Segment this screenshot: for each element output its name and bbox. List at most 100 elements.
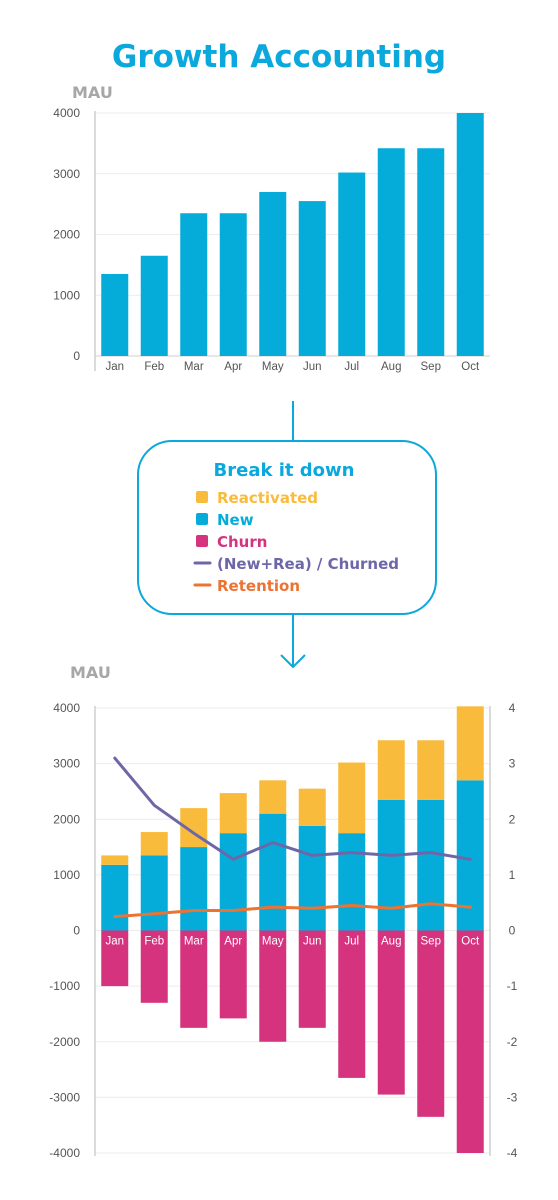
legend-label: New <box>217 511 254 529</box>
bar-reactivated <box>377 740 405 800</box>
bar-churn <box>259 930 287 1042</box>
y-tick-label: 0 <box>73 349 80 363</box>
legend-title: Break it down <box>214 460 355 481</box>
y-tick-label: -2000 <box>49 1035 80 1049</box>
y-tick-label: 4000 <box>53 106 80 120</box>
bar <box>338 172 366 356</box>
y2-tick-label: 2 <box>509 812 516 826</box>
bar-churn <box>338 930 366 1078</box>
legend-swatch <box>196 491 208 503</box>
bar-churn <box>101 930 129 987</box>
y2-tick-label: -3 <box>507 1090 518 1104</box>
x-tick-label: Sep <box>421 361 441 373</box>
bar-reactivated <box>219 793 247 834</box>
x-tick-label: Sep <box>421 936 441 948</box>
legend-frame <box>137 440 437 615</box>
down-arrow-icon <box>280 614 306 669</box>
bar-churn <box>298 930 326 1028</box>
legend-swatch <box>196 513 208 525</box>
x-tick-label: Jul <box>344 361 359 373</box>
bar-reactivated <box>259 780 287 814</box>
x-tick-label: Oct <box>461 361 480 373</box>
bar-reactivated <box>140 832 168 856</box>
legend-swatch <box>196 535 208 547</box>
y-tick-label: 3000 <box>53 167 80 181</box>
legend-label: Reactivated <box>217 489 318 507</box>
bar-churn <box>417 930 445 1117</box>
bar-reactivated <box>417 740 445 800</box>
line-series <box>113 756 472 861</box>
y-tick-label: 0 <box>73 924 80 938</box>
bar-churn <box>180 930 208 1028</box>
y-tick-label: 2000 <box>53 228 80 242</box>
bar-churn <box>456 930 484 1153</box>
bar-new <box>298 825 326 931</box>
y-tick-label: -1000 <box>49 979 80 993</box>
x-tick-label: Jul <box>344 936 359 948</box>
x-tick-label: Feb <box>144 361 164 373</box>
bar <box>180 213 208 356</box>
x-tick-label: Jun <box>303 936 322 948</box>
y-tick-label: -4000 <box>49 1146 80 1160</box>
bar <box>219 213 247 356</box>
y-tick-label: 3000 <box>53 757 80 771</box>
y2-tick-label: 4 <box>509 701 516 715</box>
bar-churn <box>377 930 405 1095</box>
bottom-chart: -4000 -3000 -2000 -1000 0 1000 2000 3000 4000 -4 -… <box>49 701 517 1160</box>
x-tick-label: Mar <box>184 936 204 948</box>
bar-new <box>180 847 208 931</box>
line-series <box>113 902 472 919</box>
bar-new <box>377 799 405 931</box>
bar-new <box>259 813 287 931</box>
x-tick-label: Jun <box>303 361 322 373</box>
bar-new <box>417 799 445 931</box>
x-tick-label: Aug <box>381 936 401 948</box>
bar <box>417 148 445 356</box>
x-tick-label: Jan <box>105 361 124 373</box>
y-tick-label: -3000 <box>49 1090 80 1104</box>
bar-churn <box>219 930 247 1019</box>
y-tick-label: 4000 <box>53 701 80 715</box>
y2-tick-label: 0 <box>509 924 516 938</box>
top-chart: 0 1000 2000 3000 4000 Jan Feb Mar Apr May Jun Jul Au… <box>53 106 490 373</box>
y-tick-label: 1000 <box>53 288 80 302</box>
x-tick-label: May <box>262 936 284 948</box>
y2-tick-label: 3 <box>509 757 516 771</box>
legend-items: Reactivated New Churn (New+Rea) / Churned Re… <box>193 489 399 595</box>
bar-churn <box>140 930 168 1003</box>
legend-box: Break it down Reactivated New Churn (New+Re… <box>137 440 437 615</box>
bar <box>298 201 326 356</box>
page-title: Growth Accounting <box>112 39 446 75</box>
x-tick-label: Jan <box>105 936 124 948</box>
bottom-chart-ylabel: MAU <box>70 663 111 682</box>
bar <box>259 191 287 356</box>
bar-reactivated <box>298 788 326 826</box>
bar-new <box>219 833 247 931</box>
y-tick-label: 1000 <box>53 868 80 882</box>
y2-tick-label: 1 <box>509 868 516 882</box>
x-tick-label: Feb <box>144 936 164 948</box>
y2-tick-label: -4 <box>507 1146 518 1160</box>
x-tick-label: May <box>262 361 284 373</box>
x-tick-label: Oct <box>461 936 480 948</box>
bar-reactivated <box>456 706 484 781</box>
x-tick-label: Aug <box>381 361 401 373</box>
bar <box>140 255 168 356</box>
bar-new <box>338 833 366 931</box>
legend-label: Retention <box>217 577 300 595</box>
legend-label: (New+Rea) / Churned <box>217 555 399 573</box>
x-tick-label: Apr <box>224 936 242 948</box>
bar <box>101 273 129 356</box>
legend-label: Churn <box>217 533 267 551</box>
y-tick-label: 2000 <box>53 812 80 826</box>
x-tick-label: Mar <box>184 361 204 373</box>
y2-tick-label: -2 <box>507 1035 518 1049</box>
y2-tick-label: -1 <box>507 979 518 993</box>
x-tick-label: Apr <box>224 361 242 373</box>
top-chart-ylabel: MAU <box>72 83 113 102</box>
bar-new <box>140 855 168 931</box>
bar-reactivated <box>338 762 366 834</box>
bar-new <box>101 864 129 931</box>
bar <box>377 148 405 356</box>
